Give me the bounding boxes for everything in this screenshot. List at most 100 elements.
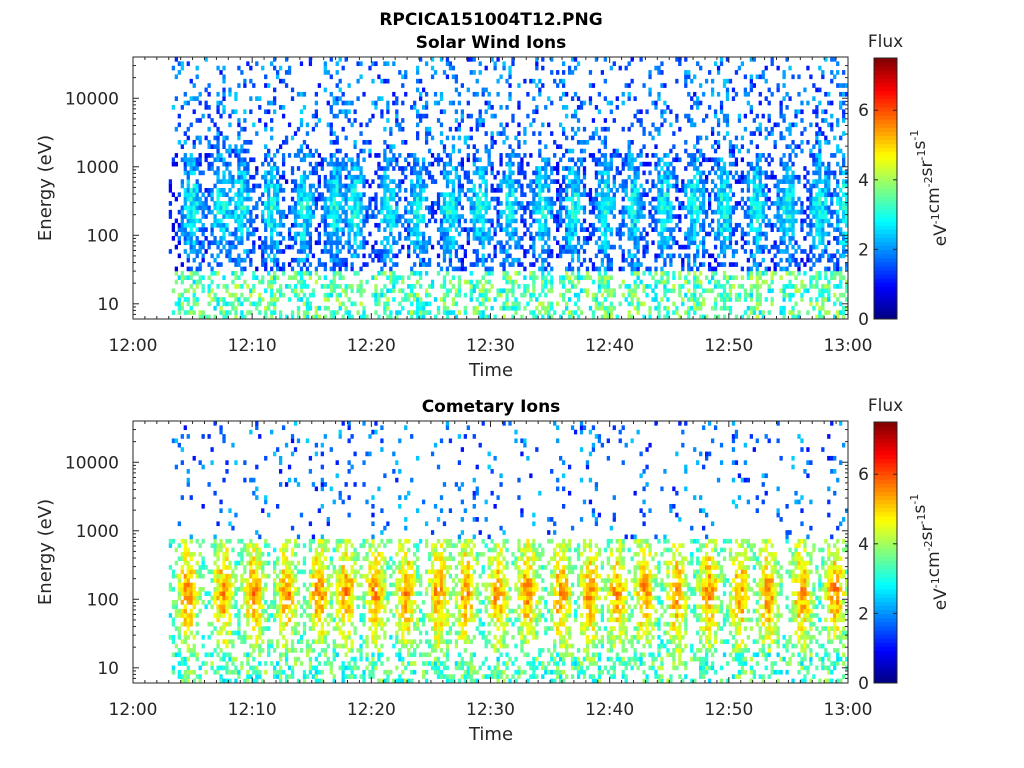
heatmap-cell [660, 275, 664, 280]
heatmap-cell [505, 179, 509, 184]
heatmap-cell [797, 270, 801, 276]
heatmap-cell [177, 70, 181, 75]
heatmap-cell [344, 305, 348, 311]
heatmap-cell [198, 227, 202, 232]
heatmap-cell [445, 161, 450, 167]
heatmap-cell [612, 61, 616, 67]
heatmap-cell [192, 249, 196, 254]
heatmap-cell [690, 157, 694, 163]
heatmap-cell [505, 253, 509, 259]
heatmap-cell [633, 183, 637, 189]
heatmap-cell [204, 105, 208, 110]
heatmap-cell [198, 196, 202, 202]
heatmap-cell [547, 236, 551, 241]
heatmap-cell [627, 314, 631, 320]
heatmap-cell [481, 301, 485, 307]
heatmap-cell [669, 148, 673, 154]
heatmap-cell [419, 244, 423, 250]
heatmap-cell [314, 91, 319, 97]
heatmap-cell [672, 144, 676, 149]
heatmap-cell [329, 57, 333, 62]
heatmap-cell [502, 305, 506, 311]
heatmap-cell [490, 170, 494, 176]
heatmap-cell [368, 205, 372, 211]
heatmap-cell [481, 205, 485, 211]
heatmap-cell [237, 218, 241, 224]
heatmap-cell [600, 292, 605, 298]
heatmap-cell [719, 183, 724, 189]
heatmap-cell [231, 183, 235, 189]
heatmap-cell [609, 310, 613, 315]
heatmap-cell [663, 196, 667, 202]
heatmap-cell [603, 236, 607, 241]
heatmap-cell [201, 222, 205, 228]
heatmap-cell [746, 161, 750, 167]
heatmap-cell [782, 310, 786, 315]
heatmap-cell [359, 205, 363, 211]
heatmap-cell [606, 196, 610, 202]
heatmap-cell [630, 183, 634, 189]
heatmap-cell [606, 192, 610, 198]
heatmap-cell [484, 144, 488, 149]
heatmap-cell [788, 236, 792, 241]
heatmap-cell [407, 292, 411, 298]
heatmap-cell [261, 201, 265, 206]
heatmap-cell [329, 192, 333, 198]
heatmap-cell [362, 218, 366, 224]
heatmap-cell [600, 196, 605, 202]
heatmap-cell [430, 135, 435, 141]
heatmap-cell [559, 275, 563, 280]
heatmap-cell [270, 205, 274, 211]
heatmap-cell [338, 236, 342, 241]
heatmap-cell [210, 144, 214, 149]
heatmap-cell [702, 201, 706, 206]
heatmap-cell [684, 192, 688, 198]
heatmap-cell [195, 205, 199, 211]
heatmap-cell [567, 183, 572, 189]
heatmap-cell [809, 122, 813, 128]
heatmap-cell [395, 96, 399, 101]
heatmap-cell [237, 301, 241, 307]
heatmap-cell [308, 214, 313, 219]
heatmap-cell [392, 240, 396, 246]
heatmap-cell [177, 236, 181, 241]
heatmap-cell [535, 209, 539, 215]
heatmap-cell [222, 205, 226, 211]
heatmap-cell [225, 227, 229, 232]
heatmap-cell [460, 109, 464, 115]
heatmap-cell [713, 297, 718, 302]
heatmap-cell [237, 201, 241, 206]
heatmap-cell [731, 148, 736, 154]
heatmap-cell [189, 244, 193, 250]
heatmap-cell [758, 188, 762, 193]
heatmap-cell [362, 214, 366, 219]
heatmap-cell [180, 222, 184, 228]
heatmap-cell [630, 231, 634, 237]
heatmap-cell [487, 297, 491, 302]
heatmap-cell [407, 153, 411, 158]
heatmap-cell [719, 100, 724, 106]
heatmap-cell [302, 227, 307, 232]
heatmap-cell [407, 284, 411, 289]
heatmap-cell [770, 275, 774, 280]
heatmap-cell [240, 236, 244, 241]
heatmap-cell [573, 188, 578, 193]
heatmap-cell [302, 240, 307, 246]
heatmap-cell [675, 78, 679, 84]
heatmap-cell [508, 209, 512, 215]
heatmap-cell [761, 205, 765, 211]
heatmap-cell [225, 161, 229, 167]
heatmap-cell [615, 166, 619, 171]
heatmap-cell [183, 100, 187, 106]
heatmap-cell [222, 105, 226, 110]
heatmap-cell [541, 214, 545, 219]
heatmap-cell [785, 214, 789, 219]
heatmap-cell [690, 214, 694, 219]
heatmap-cell [773, 201, 777, 206]
heatmap-cell [585, 236, 590, 241]
heatmap-cell [544, 205, 548, 211]
heatmap-cell [183, 231, 187, 237]
heatmap-cell [594, 205, 599, 211]
heatmap-cell [529, 262, 533, 267]
heatmap-cell [761, 170, 765, 176]
